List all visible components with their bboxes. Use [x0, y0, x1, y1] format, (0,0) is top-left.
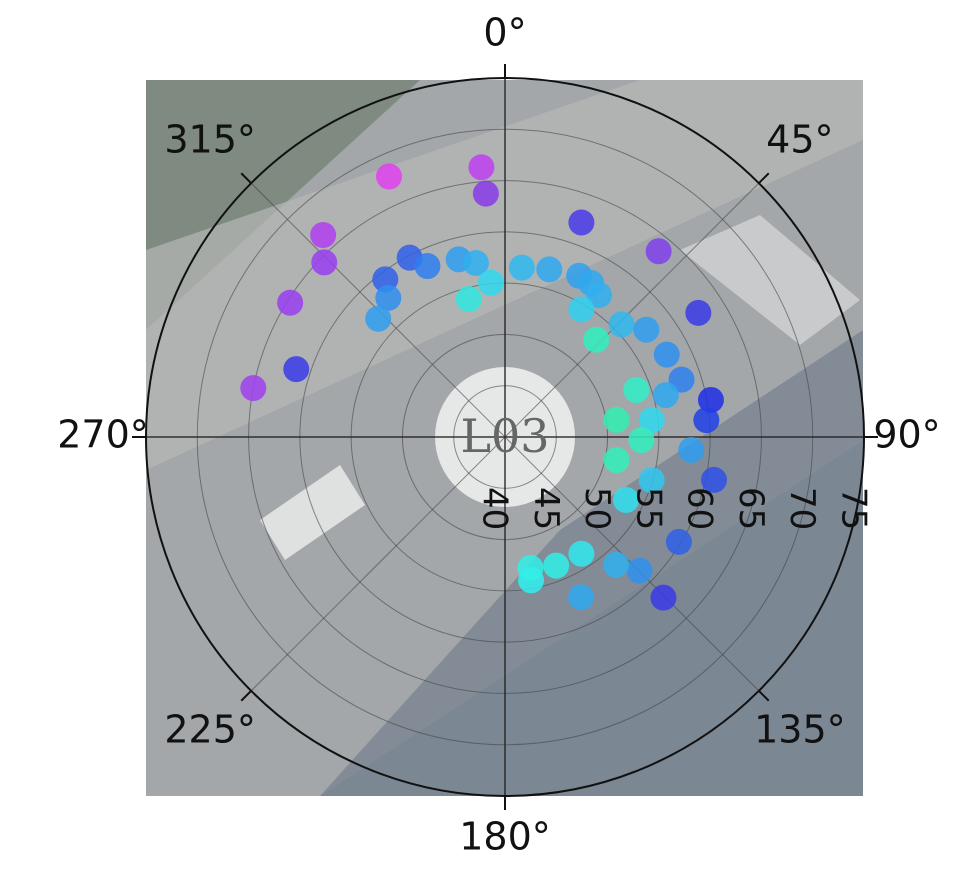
radial-tick-label: 40 — [475, 487, 515, 530]
data-point — [568, 296, 594, 322]
data-point — [604, 407, 630, 433]
data-point — [376, 164, 402, 190]
data-point — [456, 286, 482, 312]
data-point — [603, 447, 629, 473]
radial-tick-label: 55 — [628, 487, 668, 530]
data-point — [568, 584, 594, 610]
angular-tick-label: 315° — [164, 118, 256, 162]
data-point — [603, 552, 629, 578]
data-point — [650, 585, 676, 611]
data-point — [468, 154, 494, 180]
data-point — [509, 255, 535, 281]
data-point — [568, 209, 594, 235]
background-label: L03 — [460, 409, 549, 463]
data-point — [568, 541, 594, 567]
angular-tick-label: 0° — [483, 11, 526, 55]
data-point — [627, 558, 653, 584]
radial-tick-label: 65 — [731, 487, 771, 530]
data-point — [623, 377, 649, 403]
angular-tick-label: 90° — [873, 413, 940, 457]
data-point — [583, 327, 609, 353]
data-point — [654, 342, 680, 368]
radial-tick-label: 50 — [577, 487, 617, 530]
data-point — [678, 437, 704, 463]
angular-tick-label: 135° — [754, 707, 846, 751]
data-point — [653, 382, 679, 408]
data-point — [609, 311, 635, 337]
radial-tick-label: 75 — [834, 487, 874, 530]
radial-tick-label: 70 — [782, 487, 822, 530]
radial-tick-label: 60 — [680, 487, 720, 530]
data-point — [536, 256, 562, 282]
chart: L03 40 45 50 55 60 65 70 75 0° 45° 90° 135° 180° 225°… — [0, 0, 971, 870]
data-point — [693, 407, 719, 433]
angular-tick-label: 225° — [164, 707, 256, 751]
data-point — [240, 375, 266, 401]
angular-tick-label: 180° — [459, 815, 551, 859]
data-point — [633, 317, 659, 343]
data-point — [685, 300, 711, 326]
data-point — [517, 555, 543, 581]
data-point — [478, 270, 504, 296]
data-point — [277, 290, 303, 316]
data-point — [646, 238, 672, 264]
data-point — [414, 253, 440, 279]
data-point — [543, 553, 569, 579]
data-point — [666, 529, 692, 555]
data-point — [365, 306, 391, 332]
data-point — [628, 427, 654, 453]
data-point — [473, 181, 499, 207]
angular-tick-label: 270° — [57, 413, 149, 457]
data-point — [310, 222, 336, 248]
data-point — [283, 356, 309, 382]
radial-tick-label: 45 — [526, 487, 566, 530]
data-point — [311, 249, 337, 275]
angular-tick-label: 45° — [766, 118, 833, 162]
